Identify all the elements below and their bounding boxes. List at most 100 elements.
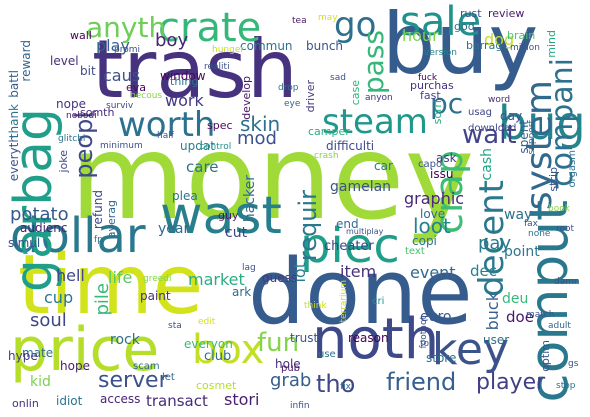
word-book: book [548,204,570,214]
word-nope: nope [56,97,86,111]
word-anyth: anyth [86,11,167,44]
word-spec: spec [207,119,233,132]
word-level: level [50,54,79,68]
word-barrag: barrag [466,39,503,52]
word-half: half [157,131,174,141]
word-kid: kid [30,374,51,390]
word-euro: euro [420,309,452,325]
word-end: end [336,217,359,231]
word-stori: stori [224,390,260,409]
word-joke: joke [57,150,70,173]
word-adult: adult [548,321,571,331]
word-use: use [318,349,336,360]
word-sale: sale [400,0,482,45]
word-onlin: onlin [12,397,39,410]
word-cup: cup [44,288,74,307]
word-mate: mate [22,346,54,360]
word-terrarium: terrarium [339,280,349,323]
word-copi: copi [412,234,437,248]
word-scam: scam [133,361,160,372]
word-go: go [334,5,377,45]
word-word: word [488,95,511,105]
word-match: match [526,310,555,320]
word-driver: driver [304,80,317,113]
word-fast: fast [420,89,441,102]
word-reason: reason [348,331,389,345]
word-multiplay: multiplay [346,227,384,236]
word-buy: buy [382,0,539,93]
word-averag: averag [105,200,118,239]
word-item: item [340,262,377,281]
word-piec: piec [300,218,400,274]
word-text: text [405,246,425,257]
word-thing: thing [170,75,199,88]
word-damn: damn [554,277,580,287]
word-grab: grab [270,370,312,391]
word-hunger: hunger [212,45,245,55]
word-optim: optim [539,340,552,372]
word-realiti: realiti [204,62,230,72]
word-rock: rock [110,332,140,348]
word-pub: pub [281,363,301,374]
word-bit: bit [80,64,96,78]
word-buck: buck [483,292,502,331]
word-gs: gs [568,359,579,369]
word-worth: worth [118,105,216,145]
word-tea: tea [292,16,307,26]
word-hope: hope [60,359,90,373]
word-key: key [432,324,510,375]
word-skin: skin [240,112,281,136]
word-trust: trust [290,331,319,345]
word-wall: wall [70,29,92,42]
word-strip: strip [547,167,560,192]
word-pc: pc [430,87,464,120]
word-bug: bug [498,96,586,150]
word-player: player [476,370,546,395]
word-let: let [162,372,175,383]
word-glitchi: glitchi [58,134,86,144]
word-mod: mod [237,128,277,149]
word-pay: pay [478,233,512,254]
word-version: version [424,48,457,58]
word-idiot: idiot [56,394,83,408]
word-fix: fix [340,382,351,392]
word-guess: guess [262,271,298,285]
word-love: love [420,207,446,221]
word-crate: crate [158,5,262,51]
word-potato: potato [10,204,69,225]
word-surviv: surviv [106,101,134,111]
word-commun: commun [240,39,293,53]
word-graphic: graphic [404,189,465,208]
word-noth: noth [312,307,440,372]
word-control: control [200,142,232,152]
word-becous: becous [130,91,163,101]
word-time: time [18,238,204,333]
word-guy: guy [218,209,239,222]
word-loot: loot [413,214,451,238]
word-server: server [98,368,168,393]
word-wait: wait [462,120,517,150]
word-stop: stop [556,381,576,391]
word-sad: sad [330,73,346,83]
word-soul: soul [30,310,67,331]
word-event: event [410,263,456,282]
word-audienc: audienc [20,221,68,235]
word-top: top [420,339,435,349]
word-infin: infin [290,401,310,411]
word-fp: fp [94,235,103,245]
word-money: money [70,108,475,246]
word-dec: dec [470,262,497,280]
word-way: way [504,207,533,223]
word-minimum: minimum [100,141,143,151]
word-dog: dog [484,30,515,49]
word-dollar: dollar [10,208,146,264]
word-care: care [186,158,219,176]
word-cri: cri [372,296,385,307]
word-reward: reward [19,40,33,82]
word-everyth: everyth [7,135,21,182]
word-plea: plea [172,189,198,203]
word-car: car [374,159,393,173]
word-cut: cut [225,225,248,241]
word-god: god [454,20,475,33]
